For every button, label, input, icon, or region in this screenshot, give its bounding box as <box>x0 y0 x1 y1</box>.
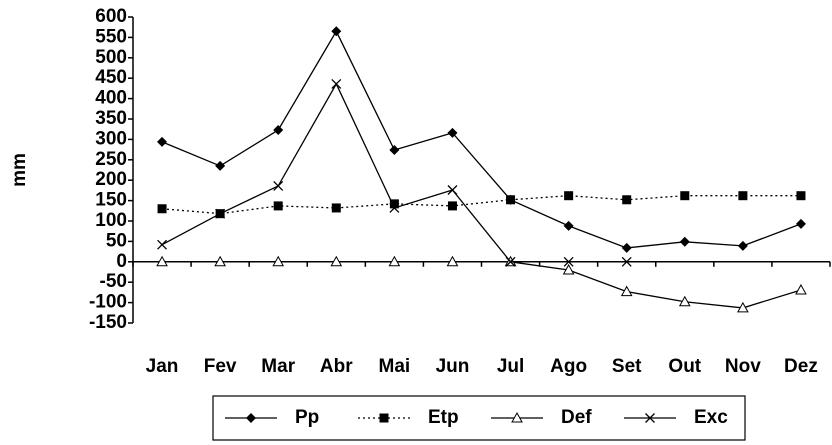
marker <box>156 255 168 267</box>
marker <box>622 195 632 205</box>
marker <box>389 145 400 156</box>
y-tick-label: 450 <box>95 67 127 88</box>
series-line <box>162 261 802 309</box>
x-tick-label: Fev <box>204 356 237 377</box>
y-tick-label: 500 <box>95 47 127 68</box>
marker <box>737 301 749 313</box>
legend-label: Def <box>561 407 592 428</box>
marker <box>447 127 458 138</box>
marker <box>511 411 523 423</box>
marker <box>679 236 690 247</box>
marker <box>273 201 283 211</box>
marker <box>447 185 458 195</box>
marker <box>621 242 632 253</box>
marker <box>215 208 226 219</box>
marker <box>506 195 516 205</box>
y-tick-label: 0 <box>116 251 127 272</box>
marker <box>737 240 748 251</box>
x-tick-label: Out <box>668 356 701 377</box>
marker <box>379 413 389 423</box>
x-tick-label: Mar <box>261 356 295 377</box>
marker <box>563 220 574 231</box>
y-tick-label: 100 <box>95 210 127 231</box>
marker <box>796 191 806 201</box>
x-tick-label: Jan <box>146 356 179 377</box>
y-tick-label: -50 <box>100 271 127 292</box>
marker <box>273 180 284 191</box>
y-tick-label: 200 <box>95 169 127 190</box>
series-line <box>161 82 627 263</box>
series-line <box>161 29 802 249</box>
marker <box>246 413 256 423</box>
y-axis-label: mm <box>9 153 30 187</box>
marker <box>215 160 226 171</box>
y-tick-label: -150 <box>89 312 127 333</box>
marker <box>331 78 342 89</box>
marker <box>331 26 342 37</box>
y-tick-label: 600 <box>95 6 127 27</box>
y-tick-label: -100 <box>89 292 127 313</box>
marker <box>214 255 226 267</box>
marker <box>505 256 516 267</box>
x-tick-label: Dez <box>784 356 818 377</box>
marker <box>562 263 575 275</box>
y-tick-label: 400 <box>95 88 127 109</box>
y-tick-label: 300 <box>95 128 127 149</box>
x-tick-label: Set <box>612 356 642 377</box>
marker <box>389 199 399 209</box>
y-tick-label: 50 <box>106 230 127 251</box>
y-tick-label: 250 <box>95 149 127 170</box>
marker <box>157 204 167 214</box>
series-line <box>161 195 801 215</box>
marker <box>738 191 748 201</box>
marker <box>795 283 807 295</box>
x-tick-label: Ago <box>550 356 587 377</box>
marker <box>446 255 459 267</box>
legend-label: Pp <box>295 407 319 428</box>
marker <box>330 255 343 267</box>
marker <box>680 191 690 201</box>
y-tick-label: 350 <box>95 108 127 129</box>
x-tick-label: Abr <box>320 356 353 377</box>
marker <box>645 413 655 423</box>
marker <box>388 255 401 267</box>
marker <box>157 136 168 147</box>
marker <box>331 203 341 213</box>
legend-label: Exc <box>694 407 728 428</box>
legend-label: Etp <box>428 407 459 428</box>
marker <box>157 239 168 250</box>
marker <box>272 255 285 267</box>
x-tick-label: Mai <box>379 356 411 377</box>
marker <box>795 218 806 229</box>
marker <box>389 202 400 213</box>
y-tick-label: 550 <box>95 26 127 47</box>
x-tick-label: Jul <box>497 356 524 377</box>
marker <box>563 256 574 267</box>
y-tick-label: 150 <box>95 190 127 211</box>
marker <box>621 256 632 267</box>
x-tick-label: Jun <box>436 356 470 377</box>
marker <box>678 295 691 307</box>
marker <box>564 191 574 201</box>
marker <box>447 201 457 211</box>
marker <box>273 125 284 136</box>
marker <box>620 285 633 297</box>
x-tick-label: Nov <box>725 356 761 377</box>
